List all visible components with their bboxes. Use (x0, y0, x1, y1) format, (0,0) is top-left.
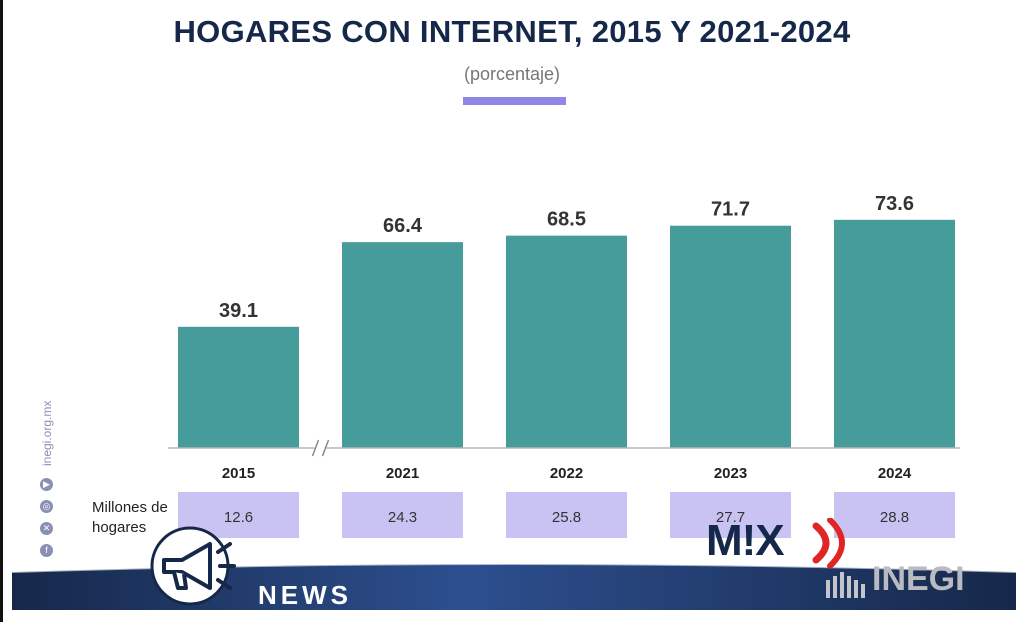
axis-break-mark-left (311, 439, 320, 457)
megaphone-icon (150, 526, 236, 606)
value-label-2021: 66.4 (383, 215, 423, 237)
table-cell-2024 (834, 492, 955, 538)
bar-2024 (834, 219, 955, 448)
website-label: inegi.org.mx (40, 400, 54, 466)
social-strip: inegi.org.mx (38, 376, 56, 566)
youtube-icon: ▶ (40, 478, 53, 491)
title-underline (463, 97, 566, 105)
value-label-2022: 68.5 (547, 209, 586, 231)
signal-icon (812, 518, 845, 568)
chart-subtitle: (porcentaje) (463, 64, 561, 84)
table-value-2024: 28.8 (880, 509, 909, 526)
chart-title: HOGARES CON INTERNET, 2015 Y 2021-2024 (173, 14, 851, 49)
tick-label-2022: 2022 (550, 465, 583, 482)
x-icon: ✕ (40, 522, 53, 535)
table-row-label-line-1: Millones de (92, 499, 168, 516)
bar-2023 (670, 225, 791, 448)
table-value-2022: 25.8 (552, 509, 581, 526)
value-label-2015: 39.1 (219, 300, 258, 322)
bar-2015 (178, 326, 299, 448)
table-value-2015: 12.6 (224, 509, 253, 526)
table-cell-2021 (342, 492, 463, 538)
tick-label-2015: 2015 (222, 465, 255, 482)
table-cell-2022 (506, 492, 627, 538)
value-label-2023: 71.7 (711, 199, 750, 221)
news-label: NEWS (258, 580, 352, 610)
inegi-emblem-icon (826, 572, 865, 598)
table-row-label-line-2: hogares (92, 519, 146, 536)
axis-break-mark-right (321, 439, 330, 457)
mix-logo: M!X (706, 516, 785, 566)
bar-2022 (506, 235, 627, 448)
tick-label-2021: 2021 (386, 465, 419, 482)
bar-2021 (342, 242, 463, 448)
mix-logo-text: M!X (706, 516, 785, 565)
table-cell-2023 (670, 492, 791, 538)
instagram-icon: ◎ (40, 500, 53, 513)
tick-label-2024: 2024 (878, 465, 912, 482)
table-value-2021: 24.3 (388, 509, 417, 526)
facebook-icon: f (40, 544, 53, 557)
inegi-logo: INEGI (872, 560, 965, 598)
left-border (0, 0, 3, 622)
tick-label-2023: 2023 (714, 465, 747, 482)
table-value-2023: 27.7 (716, 509, 745, 526)
value-label-2024: 73.6 (875, 193, 914, 215)
